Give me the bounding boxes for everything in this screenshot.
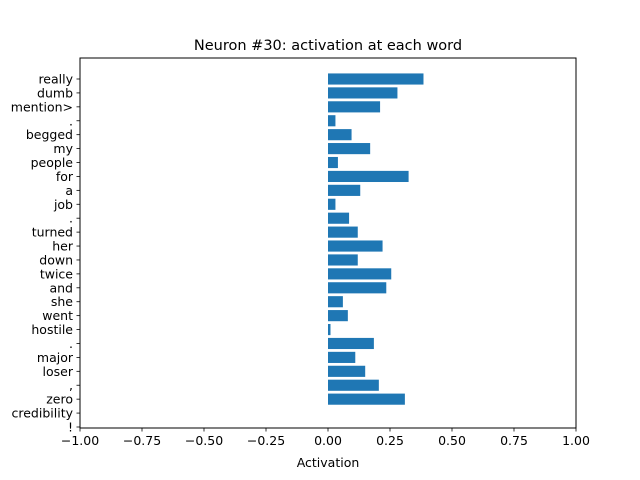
plot-frame [79,57,577,429]
bar [328,254,358,266]
y-tick-label: major [37,350,74,365]
bars-layer [328,73,424,405]
bar [328,226,358,238]
bar [328,101,381,113]
chart-title: Neuron #30: activation at each word [194,38,462,54]
x-axis-ticks: −1.00 −0.75 −0.50 −0.25 0.00 0.25 0.50 0.75 1.00 [61,428,590,448]
y-tick-label: ! [68,420,73,435]
bar [328,73,424,85]
y-tick-label: job [53,197,73,212]
bar [328,87,398,99]
x-tick-label: 0.75 [500,433,528,448]
x-tick-label: −0.50 [185,433,223,448]
bar [328,379,379,391]
bar [328,115,336,127]
y-tick-label: my [53,141,73,156]
y-tick-label: down [39,252,73,267]
x-tick-label: 0.25 [376,433,404,448]
y-tick-label: mention> [11,99,73,114]
y-tick-label: her [52,239,74,254]
x-tick-label: −0.25 [247,433,285,448]
bar [328,296,343,308]
y-tick-label: and [49,280,73,295]
bar [328,198,336,210]
bar [328,337,374,350]
bar [328,129,352,141]
y-tick-label: . [69,211,73,226]
y-tick-label: credibility [12,406,74,421]
bar [328,310,348,322]
y-tick-label: a [65,183,73,198]
bar [328,323,331,336]
y-tick-label: . [69,113,73,128]
bar [328,184,361,196]
x-tick-label: 1.00 [562,433,590,448]
y-tick-label: she [51,294,73,309]
y-tick-label: begged [26,127,73,142]
y-tick-label: loser [43,364,74,379]
y-tick-label: people [31,155,74,170]
x-axis-label: Activation [297,455,360,470]
bar [328,240,383,252]
y-axis-ticks: reallydumbmention>.beggedmypeopleforajob… [11,72,80,435]
y-tick-label: twice [40,266,73,281]
bar [328,212,350,224]
bar [328,351,356,363]
bar [328,170,409,183]
y-tick-label: , [69,378,73,393]
x-tick-label: −1.00 [61,433,99,448]
y-tick-label: really [38,72,73,87]
y-tick-label: zero [46,392,73,407]
bar [328,268,392,280]
bar [328,393,405,405]
bar [328,143,371,155]
y-tick-label: went [42,308,73,323]
y-tick-label: hostile [31,322,73,337]
y-tick-label: turned [32,225,73,240]
bar [328,156,338,169]
y-tick-label: dumb [37,85,73,100]
bar [328,282,387,294]
x-tick-label: 0.50 [438,433,466,448]
x-tick-label: −0.75 [123,433,161,448]
y-tick-label: . [69,336,73,351]
x-tick-label: 0.00 [314,433,342,448]
bar [328,365,366,377]
y-tick-label: for [56,169,74,184]
